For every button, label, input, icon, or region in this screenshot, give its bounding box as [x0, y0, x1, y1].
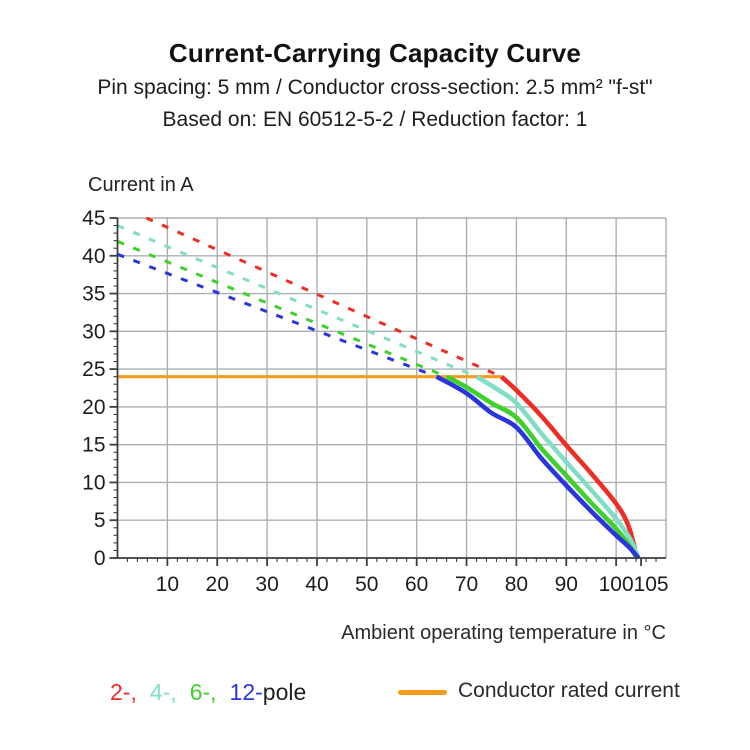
legend-poles: 2-, 4-, 6-, 12- pole [110, 679, 306, 706]
y-axis-title: Current in A [88, 174, 194, 196]
x-tick-label: 105 [634, 573, 669, 596]
curve-2-pole-derated [145, 216, 503, 379]
x-tick-label: 20 [206, 573, 229, 596]
legend-rated-current: Conductor rated current [398, 679, 680, 703]
x-tick-label: 90 [555, 573, 578, 596]
x-tick-label: 60 [405, 573, 428, 596]
x-tick-label: 100 [599, 573, 634, 596]
x-tick-label: 80 [505, 573, 528, 596]
curve-12-pole-derated [116, 252, 438, 379]
curve-4-pole-derated [116, 224, 478, 379]
y-tick-label: 20 [82, 396, 105, 419]
capacity-chart: 10 20 30 40 50 60 70 80 90 100 105 0 5 10 15 20 25 30 35 40… [82, 207, 669, 596]
y-tick-label: 40 [82, 245, 105, 268]
y-tick-label: 10 [82, 471, 105, 494]
rated-current-label: Conductor rated current [458, 679, 680, 702]
y-tick-label: 15 [82, 434, 105, 457]
legend-item-2-pole: 2-, [110, 679, 137, 705]
y-tick-label: 30 [82, 320, 105, 343]
x-tick-label: 50 [355, 573, 378, 596]
y-tick-label: 45 [82, 207, 105, 230]
legend-item-4-pole: 4-, [149, 679, 177, 705]
legend-item-6-pole: 6-, [189, 679, 217, 705]
y-tick-label: 5 [94, 509, 106, 532]
x-tick-label: 10 [156, 573, 179, 596]
rated-current-swatch [398, 689, 447, 695]
x-tick-label: 70 [455, 573, 478, 596]
y-tick-label: 35 [82, 283, 105, 306]
curve-12-pole [435, 374, 641, 560]
y-tick-label: 25 [82, 358, 105, 381]
legend-pole-suffix: pole [262, 679, 307, 705]
chart-subtitle-spec: Pin spacing: 5 mm / Conductor cross-sect… [97, 76, 653, 99]
y-tick-label: 0 [94, 547, 106, 570]
x-tick-label: 40 [305, 573, 328, 596]
curve-6-pole [445, 374, 639, 560]
chart-subtitle-standard: Based on: EN 60512-5-2 / Reduction facto… [162, 108, 588, 131]
chart-area: 10 20 30 40 50 60 70 80 90 100 105 0 5 10 15 20 25 30 35 40… [60, 190, 700, 660]
x-tick-label: 30 [255, 573, 278, 596]
legend-item-12-pole: 12- [229, 679, 263, 705]
x-axis-title: Ambient operating temperature in °C [341, 622, 666, 644]
curve-4-pole [475, 374, 641, 559]
chart-title: Current-Carrying Capacity Curve [168, 38, 582, 68]
curve-2-pole [499, 374, 640, 559]
